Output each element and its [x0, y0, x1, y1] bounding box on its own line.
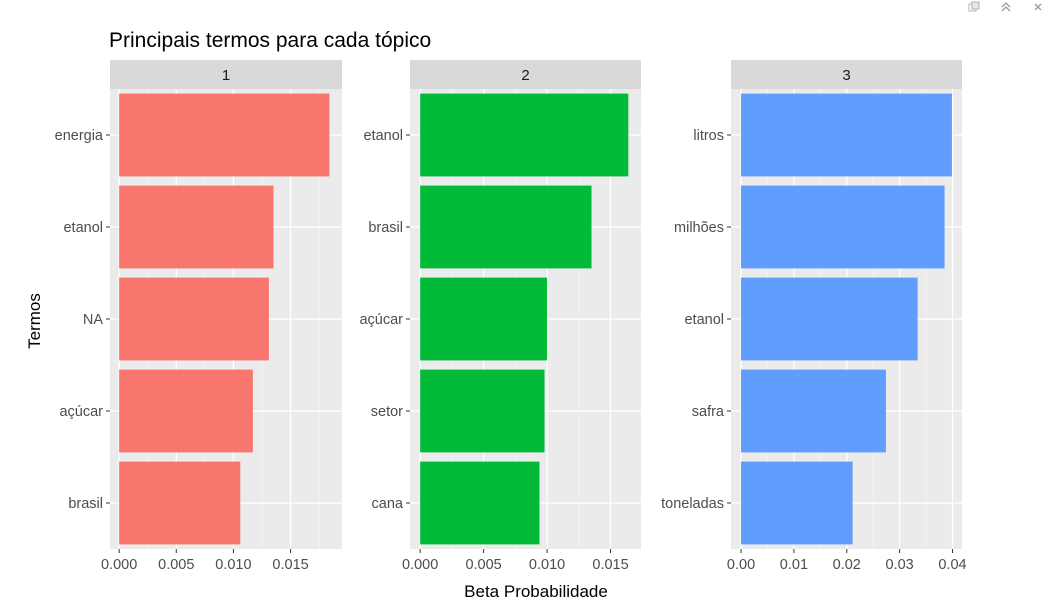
x-tick-label: 0.000 [101, 557, 137, 573]
bar-1-etanol [119, 185, 274, 269]
chart-title: Principais termos para cada tópico [109, 29, 431, 52]
x-tick-label: 0.015 [272, 557, 308, 573]
y-tick-label: açúcar [59, 404, 103, 420]
facet-strip [731, 60, 962, 89]
facet-panels: 1 energia etanol NA açúcar brasil 0.000 0.005 0.… [55, 60, 967, 573]
x-tick-label: 0.04 [938, 557, 966, 573]
close-icon[interactable] [1022, 0, 1054, 14]
facet-strip [410, 60, 641, 89]
y-tick-label: açúcar [359, 312, 403, 328]
y-tick-label: energia [55, 128, 104, 144]
y-tick-label: etanol [684, 312, 724, 328]
y-tick-label: NA [83, 312, 103, 328]
x-tick-label: 0.000 [402, 557, 438, 573]
y-tick-label: litros [693, 128, 724, 144]
collapse-icon[interactable] [990, 0, 1022, 14]
x-tick-label: 0.02 [833, 557, 861, 573]
y-tick-label: brasil [68, 496, 103, 512]
bar-2-açúcar [420, 277, 548, 361]
bar-1-açúcar [119, 369, 253, 453]
facet-panel-3: 3 litros milhões etanol safra toneladas 0.00 0.… [661, 60, 967, 573]
facet-strip-label: 2 [521, 67, 529, 84]
facet-strip-label: 3 [842, 67, 850, 84]
y-tick-label: etanol [63, 220, 103, 236]
y-tick-label: setor [371, 404, 403, 420]
facet-panel-1: 1 energia etanol NA açúcar brasil 0.000 0.005 0.… [55, 60, 342, 573]
x-tick-label: 0.00 [727, 557, 755, 573]
facet-panel-2: 2 etanol brasil açúcar setor cana 0.000 0.005 0.… [359, 60, 641, 573]
popout-icon[interactable] [958, 0, 990, 14]
x-axis-title: Beta Probabilidade [464, 582, 608, 601]
y-tick-label: toneladas [661, 496, 724, 512]
facet-strip [110, 60, 342, 89]
x-tick-label: 0.010 [215, 557, 251, 573]
bar-1-NA [119, 277, 269, 361]
x-tick-label: 0.005 [465, 557, 501, 573]
window-controls [958, 0, 1054, 14]
x-tick-label: 0.01 [780, 557, 808, 573]
bar-3-etanol [741, 277, 918, 361]
bar-2-brasil [420, 185, 592, 269]
bar-1-energia [119, 93, 330, 177]
y-tick-label: cana [372, 496, 404, 512]
y-tick-label: milhões [674, 220, 724, 236]
y-tick-label: brasil [368, 220, 403, 236]
facet-strip-label: 1 [222, 67, 230, 84]
bar-3-safra [741, 369, 886, 453]
y-axis-title: Termos [25, 293, 44, 349]
bar-3-litros [741, 93, 952, 177]
x-tick-label: 0.03 [886, 557, 914, 573]
bar-1-brasil [119, 461, 241, 545]
bar-2-setor [420, 369, 545, 453]
y-tick-label: safra [692, 404, 725, 420]
x-tick-label: 0.005 [158, 557, 194, 573]
y-tick-label: etanol [363, 128, 403, 144]
bar-3-toneladas [741, 461, 853, 545]
x-tick-label: 0.010 [529, 557, 565, 573]
bar-2-etanol [420, 93, 629, 177]
bar-3-milhões [741, 185, 945, 269]
x-tick-label: 0.015 [592, 557, 628, 573]
bar-2-cana [420, 461, 540, 545]
